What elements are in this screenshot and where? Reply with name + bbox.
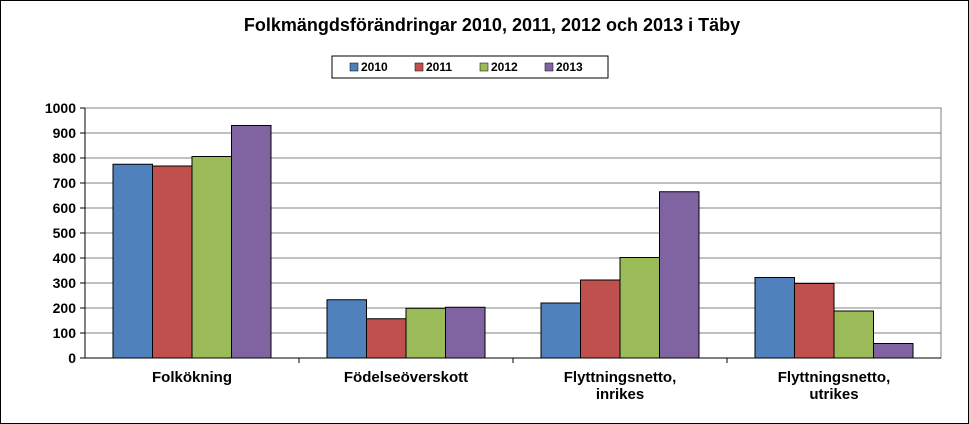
bar-2011-2 bbox=[580, 279, 621, 359]
x-axis: Folkökning Födelseöverskott Flyttningsnett… bbox=[85, 357, 941, 403]
legend-label-2011: 2011 bbox=[426, 60, 452, 74]
plot-area: 0 100 200 300 400 500 600 700 800 900 1000 Folkökn… bbox=[45, 100, 942, 403]
y-axis: 0 100 200 300 400 500 600 700 800 900 1000 bbox=[45, 100, 86, 366]
y-tick-label: 900 bbox=[53, 125, 77, 141]
bar-2012-1 bbox=[405, 307, 446, 359]
legend-swatch-2012 bbox=[479, 62, 489, 72]
legend-swatch-2013 bbox=[544, 62, 554, 72]
bar-2013-0 bbox=[231, 125, 272, 359]
legend-label-2012: 2012 bbox=[491, 60, 518, 74]
bars bbox=[112, 125, 914, 359]
x-category-label: Folkökning bbox=[152, 369, 232, 386]
bar-2011-0 bbox=[152, 165, 193, 359]
y-tick-label: 200 bbox=[53, 300, 77, 316]
y-tick-label: 300 bbox=[53, 275, 77, 291]
bar-2011-3 bbox=[794, 283, 835, 359]
legend-label-2010: 2010 bbox=[361, 60, 388, 74]
legend-box bbox=[331, 55, 609, 79]
bar-2010-1 bbox=[326, 299, 367, 359]
y-tick-label: 500 bbox=[53, 225, 77, 241]
legend-label-2013: 2013 bbox=[556, 60, 583, 74]
bar-2012-3 bbox=[833, 310, 874, 359]
y-tick-label: 600 bbox=[53, 200, 77, 216]
x-category-label: utrikes bbox=[809, 386, 858, 403]
bar-2012-0 bbox=[191, 156, 232, 359]
bar-2013-3 bbox=[873, 343, 914, 359]
x-category-label: Födelseöverskott bbox=[344, 369, 468, 386]
x-category-label: Flyttningsnetto, bbox=[778, 369, 891, 386]
chart-title: Folkmängdsförändringar 2010, 2011, 2012 … bbox=[244, 15, 740, 35]
x-category-label: inrikes bbox=[596, 386, 644, 403]
y-tick-label: 800 bbox=[53, 150, 77, 166]
y-tick-label: 0 bbox=[68, 350, 76, 366]
y-tick-label: 100 bbox=[53, 325, 77, 341]
legend-swatch-2011 bbox=[414, 62, 424, 72]
bar-2013-1 bbox=[445, 306, 486, 359]
y-tick-label: 1000 bbox=[45, 100, 76, 116]
x-category-label: Flyttningsnetto, bbox=[564, 369, 677, 386]
y-tick-label: 700 bbox=[53, 175, 77, 191]
legend: 2010 2011 2012 2013 bbox=[331, 55, 609, 79]
bar-2010-2 bbox=[540, 302, 581, 359]
legend-swatch-2010 bbox=[349, 62, 359, 72]
bar-2013-2 bbox=[659, 191, 700, 359]
y-tick-label: 400 bbox=[53, 250, 77, 266]
bar-2011-1 bbox=[366, 318, 407, 359]
bar-2012-2 bbox=[619, 257, 660, 359]
bar-2010-3 bbox=[754, 277, 795, 359]
bar-2010-0 bbox=[112, 163, 153, 359]
